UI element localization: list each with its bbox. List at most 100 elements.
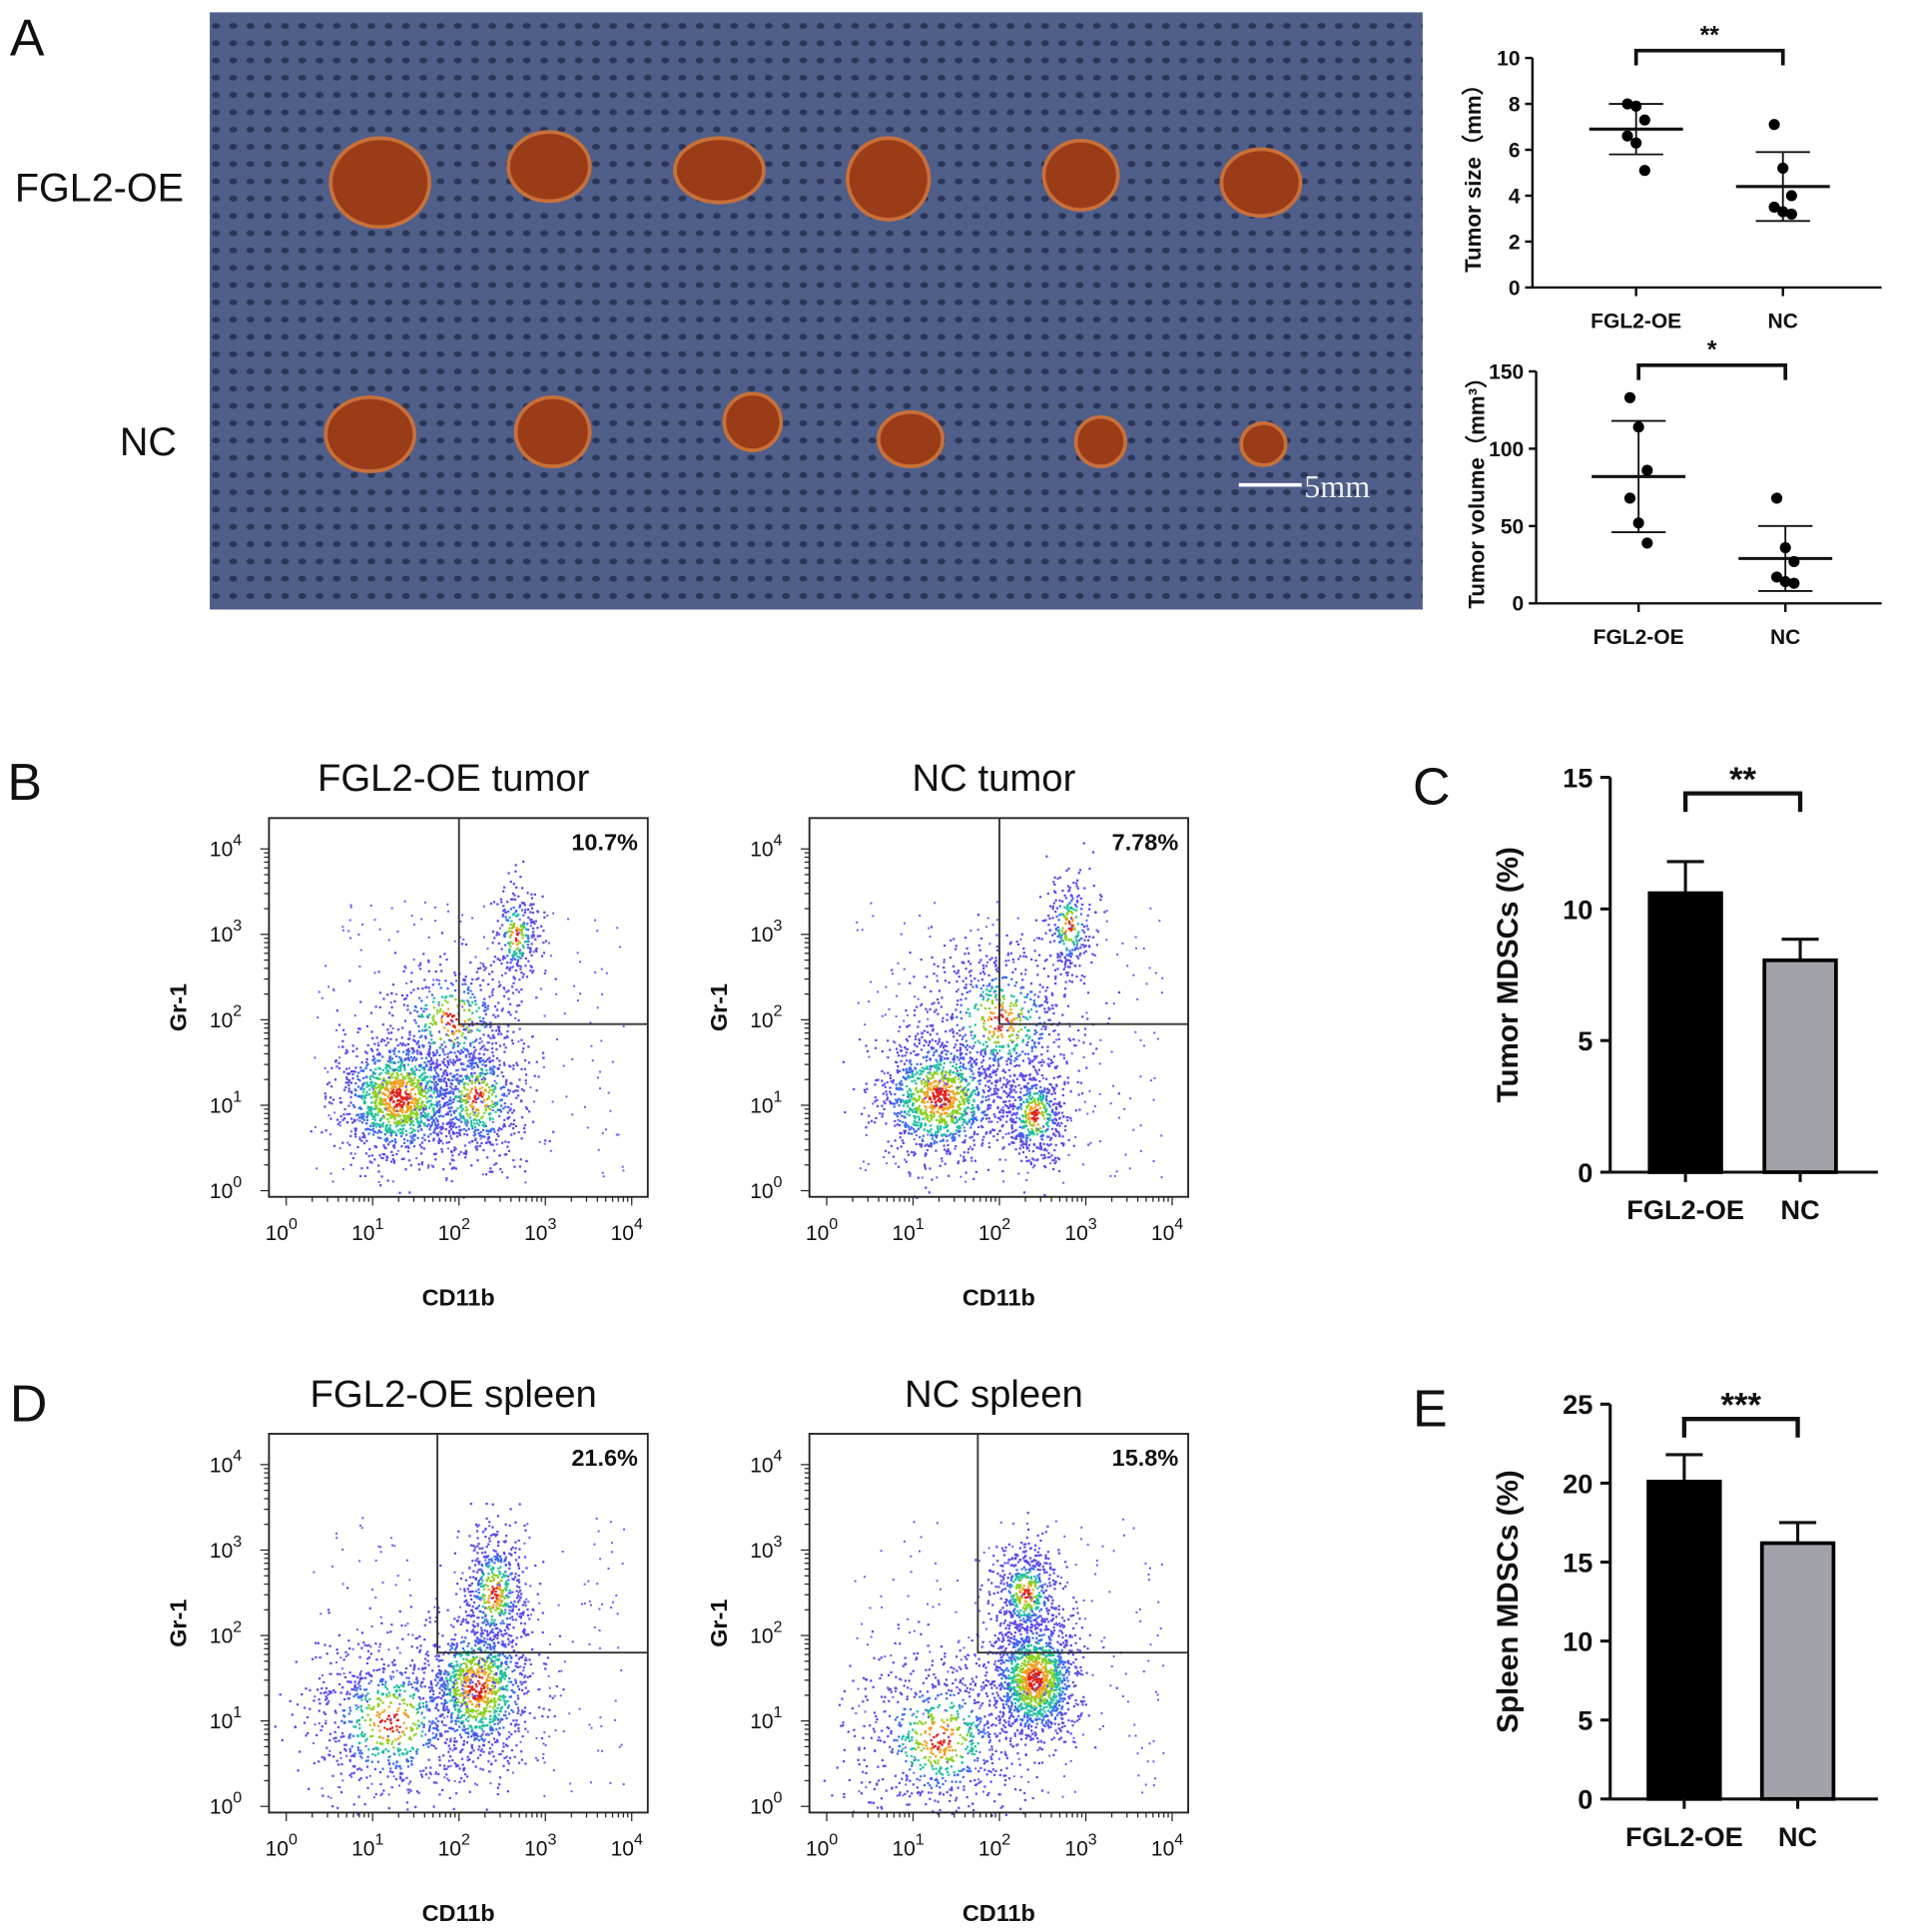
event-dot [1038, 1106, 1041, 1109]
event-dot [1078, 1108, 1081, 1111]
event-dot [527, 960, 530, 963]
event-dot [512, 1122, 515, 1126]
event-dot [434, 1158, 437, 1161]
event-dot [913, 1114, 916, 1118]
event-dot [390, 1060, 393, 1063]
event-dot [398, 1094, 402, 1097]
event-dot [948, 1089, 951, 1093]
event-dot [1013, 1105, 1016, 1108]
event-dot [1047, 1135, 1050, 1138]
event-dot [927, 1092, 930, 1095]
event-dot [457, 1023, 461, 1026]
event-dot [899, 1119, 902, 1122]
event-dot [379, 1117, 382, 1120]
event-dot [946, 1089, 949, 1092]
event-dot [1039, 1145, 1042, 1148]
event-dot [435, 1132, 438, 1135]
event-dot [927, 1094, 930, 1098]
event-dot [419, 1104, 423, 1107]
event-dot [467, 1077, 470, 1080]
event-dot [907, 1074, 910, 1077]
event-dot [1035, 1091, 1039, 1095]
event-dot [504, 911, 507, 914]
event-dot [1075, 885, 1078, 888]
event-dot [419, 1120, 423, 1124]
event-dot [908, 1023, 911, 1027]
event-dot [474, 1137, 477, 1140]
event-dot [475, 1092, 479, 1095]
event-dot [982, 1135, 985, 1138]
event-dot [472, 1045, 476, 1049]
event-dot [519, 967, 522, 970]
tick-exponent: 2 [233, 1002, 242, 1020]
event-dot [349, 904, 352, 907]
event-dot [400, 1145, 403, 1148]
event-dot [953, 1116, 955, 1119]
event-dot [523, 1123, 527, 1127]
event-dot [384, 1043, 387, 1046]
event-dot [930, 1110, 933, 1114]
event-dot [543, 1142, 546, 1145]
event-dot [992, 1134, 995, 1138]
event-dot [429, 1065, 432, 1069]
event-dot [957, 1077, 960, 1080]
event-dot [986, 1108, 989, 1111]
event-dot [408, 1080, 411, 1083]
event-dot [459, 1097, 463, 1100]
event-dot [516, 913, 520, 917]
event-dot [1032, 1133, 1035, 1136]
event-dot [1029, 1107, 1032, 1110]
event-dot [408, 1116, 411, 1119]
event-dot [961, 1091, 964, 1094]
event-dot [483, 1009, 486, 1012]
event-dot [428, 1048, 431, 1051]
event-dot [943, 1148, 947, 1151]
event-dot [425, 1124, 429, 1128]
event-dot [944, 1122, 947, 1126]
event-dot [450, 981, 453, 985]
event-dot [955, 1072, 958, 1075]
event-dot [932, 1093, 936, 1096]
event-dot [468, 1055, 471, 1058]
event-dot [490, 1088, 494, 1091]
event-dot [419, 1111, 422, 1114]
event-dot [949, 1073, 952, 1076]
event-dot [1015, 1111, 1018, 1114]
event-dot [520, 925, 524, 929]
event-dot [544, 1139, 547, 1142]
event-dot [1046, 892, 1049, 896]
event-dot [887, 1055, 890, 1059]
event-dot [523, 904, 526, 907]
event-dot [460, 1067, 464, 1070]
event-dot [515, 1061, 518, 1064]
event-dot [455, 1117, 459, 1121]
event-dot [905, 1067, 909, 1070]
event-dot [931, 1038, 934, 1041]
event-dot [452, 1014, 456, 1017]
event-dot [522, 1089, 525, 1092]
event-dot [421, 1029, 424, 1032]
event-dot [901, 1082, 904, 1085]
event-dot [489, 1104, 492, 1107]
event-dot [1036, 1099, 1039, 1102]
event-dot [494, 1015, 497, 1018]
event-dot [378, 991, 382, 994]
event-dot [453, 1146, 456, 1149]
event-dot [966, 1083, 969, 1086]
event-dot [387, 1076, 390, 1079]
event-dot [369, 1110, 372, 1114]
event-dot [501, 958, 504, 961]
event-dot [433, 1078, 436, 1080]
event-dot [897, 1054, 901, 1057]
event-dot [1048, 1116, 1051, 1120]
tick-exponent: 1 [374, 1215, 383, 1233]
event-dot [596, 1006, 599, 1009]
event-dot [417, 1024, 420, 1027]
event-dot [385, 1036, 389, 1040]
event-dot [395, 1099, 399, 1102]
event-dot [933, 1142, 936, 1145]
event-dot [930, 1083, 933, 1086]
event-dot [348, 1112, 351, 1115]
x-tick-label: 103 [524, 1215, 556, 1245]
event-dot [465, 1119, 468, 1122]
